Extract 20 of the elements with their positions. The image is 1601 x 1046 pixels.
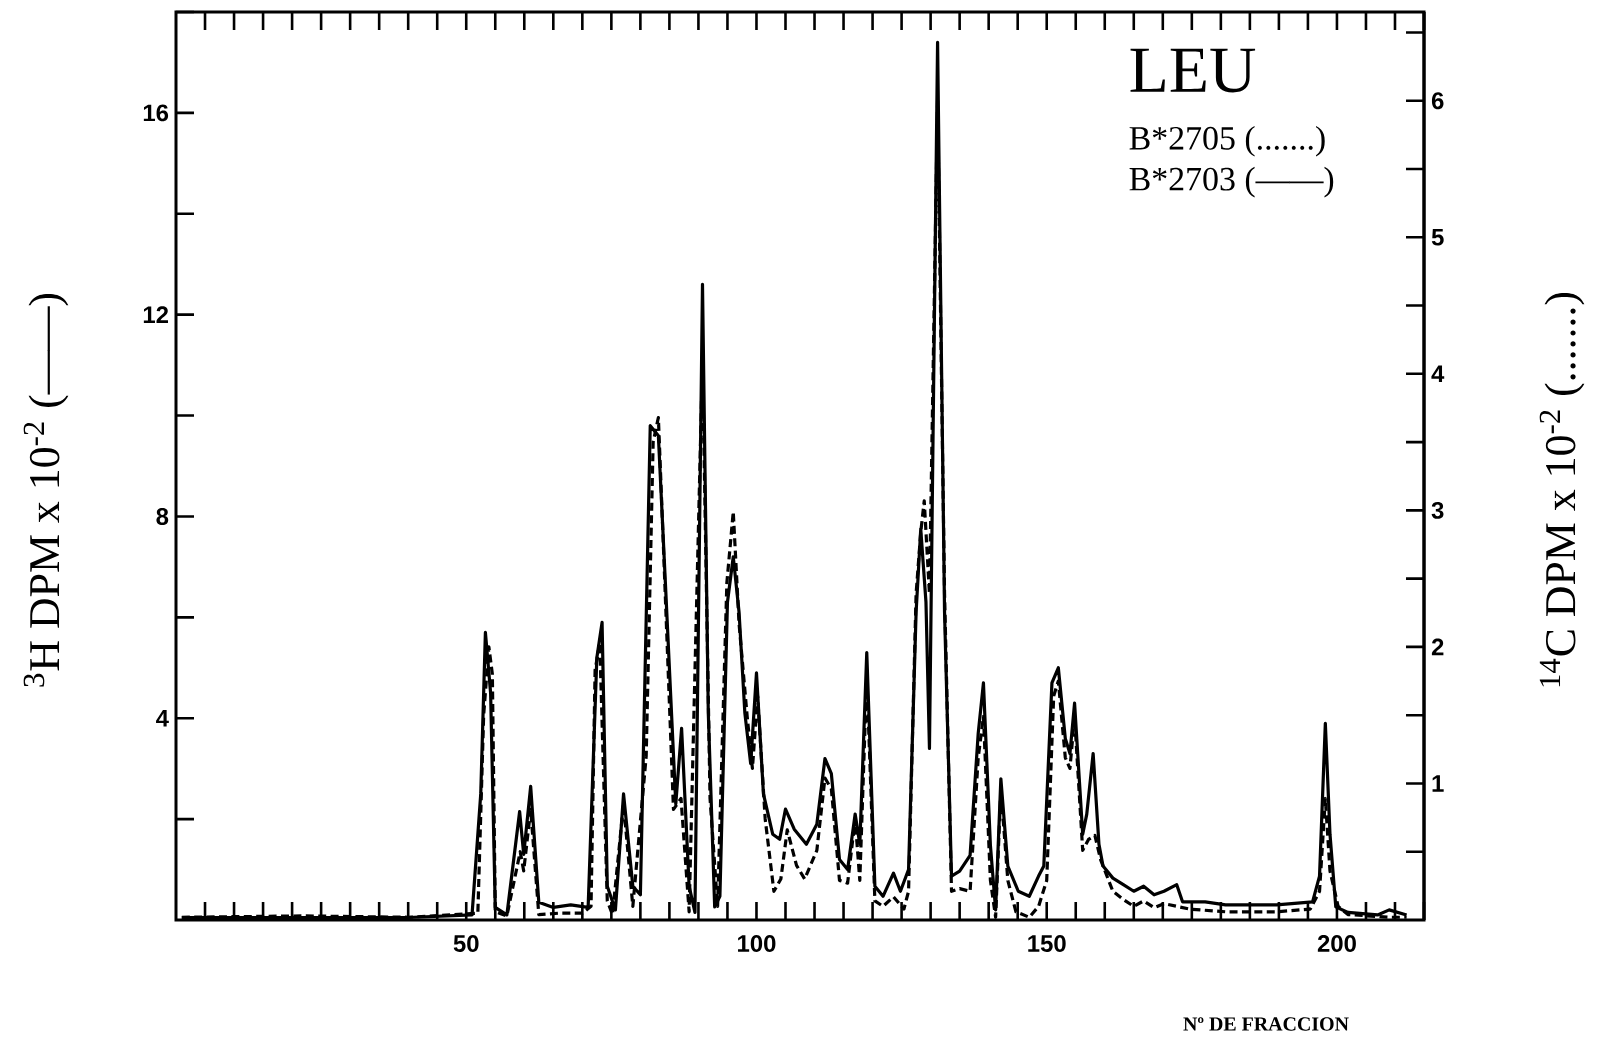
x-tick-label: 200 xyxy=(1317,935,1356,952)
y-tick-label: 8 xyxy=(156,507,169,525)
y-tick-label: 4 xyxy=(156,710,169,727)
y2-tick-label: 3 xyxy=(1431,501,1444,519)
y2-axis-title: $^{14}$C DPM x 10$^{-2}$ (.......) xyxy=(1539,292,1585,687)
x-tick-label: 100 xyxy=(738,935,776,952)
y2-tick-label: 5 xyxy=(1431,228,1444,246)
y-axis-title: $^{3}$H DPM x 10$^{-2}$ (——) xyxy=(23,293,69,687)
y-tick-label: 12 xyxy=(143,306,168,324)
annotation: B*2705 (.......) xyxy=(1129,125,1325,157)
x-tick-label: 50 xyxy=(453,935,479,952)
y2-tick-label: 1 xyxy=(1432,775,1444,792)
annotation: LEU xyxy=(1130,48,1256,93)
y2-tick-label: 4 xyxy=(1431,365,1445,383)
y2-tick-label: 6 xyxy=(1431,92,1444,110)
x-axis-title: Nº DE FRACCION xyxy=(1183,1017,1349,1031)
x-tick-label: 150 xyxy=(1028,935,1066,952)
y2-tick-label: 2 xyxy=(1431,638,1444,656)
y-tick-label: 16 xyxy=(143,104,169,122)
annotation: B*2703 (——) xyxy=(1129,166,1334,198)
